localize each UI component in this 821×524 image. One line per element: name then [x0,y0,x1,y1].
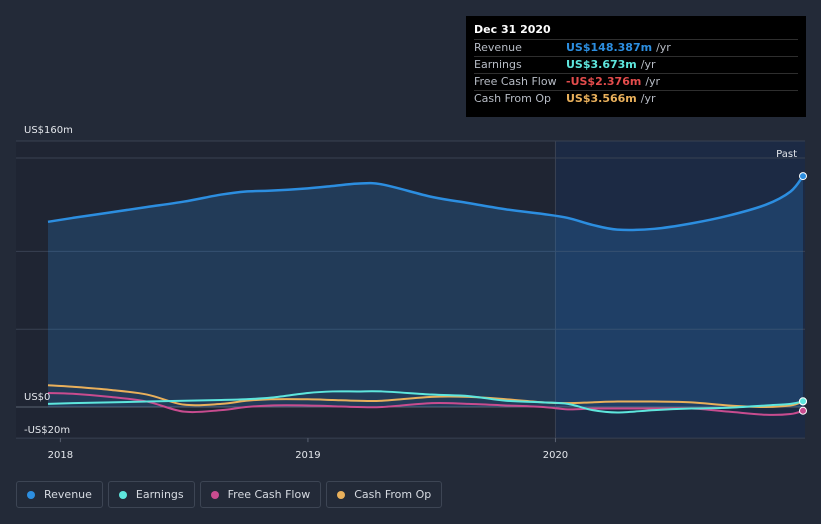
earnings-end-point [799,397,807,406]
earnings-line [47,390,804,414]
legend-item-revenue[interactable]: Revenue [16,481,103,508]
past-label: Past [776,149,797,160]
chart-area: US$160m US$0 -US$20m 2018 2019 2020 Past [16,125,807,461]
legend-dot-icon [210,490,219,499]
tooltip-label: Free Cash Flow [474,75,557,88]
legend-dot-icon [118,490,127,499]
revenue-end-point [799,172,807,181]
y-tick-label-bottom: -US$20m [24,425,70,436]
highlight-region [555,141,805,439]
legend-label: Earnings [135,488,184,501]
tooltip-value: US$3.566m [566,92,637,105]
x-tick-label: 2019 [295,450,320,461]
y-tick-label-zero: US$0 [24,392,50,403]
revenue-area [48,176,803,407]
legend-item-earnings[interactable]: Earnings [107,481,195,508]
cash-from-op-line [47,384,804,409]
legend-item-free-cash-flow[interactable]: Free Cash Flow [199,481,322,508]
tooltip-label: Earnings [474,58,522,71]
tooltip-value: -US$2.376m [566,75,642,88]
legend: Revenue Earnings Free Cash Flow Cash Fro… [16,481,443,508]
tooltip-label: Cash From Op [474,92,552,105]
legend-label: Free Cash Flow [227,488,311,501]
legend-item-cash-from-op[interactable]: Cash From Op [326,481,443,508]
legend-label: Cash From Op [354,488,432,501]
tooltip-unit: /yr [640,58,656,71]
y-tick-label-top: US$160m [24,125,73,136]
revenue-line [47,175,805,232]
tooltip-value: US$148.387m [566,41,653,54]
free-cash-flow-end-point [799,406,807,415]
tooltip-date: Dec 31 2020 [474,23,551,36]
legend-dot-icon [27,490,35,499]
tooltip-row-earnings: Earnings US$3.673m /yr [474,56,798,73]
tooltip-row-revenue: Revenue US$148.387m /yr [474,39,798,56]
legend-dot-icon [337,490,346,499]
tooltip-unit: /yr [640,92,656,105]
tooltip-row-cash-from-op: Cash From Op US$3.566m /yr [474,90,798,107]
tooltip-label: Revenue [474,41,522,54]
x-tick-label: 2020 [543,450,568,461]
tooltip-unit: /yr [656,41,671,54]
legend-label: Revenue [44,488,92,501]
x-tick-label: 2018 [48,450,73,461]
tooltip-value: US$3.673m [566,58,637,71]
tooltip-row-free-cash-flow: Free Cash Flow -US$2.376m /yr [474,73,798,90]
tooltip: Dec 31 2020 Revenue US$148.387m /yr Earn… [466,16,806,117]
tooltip-unit: /yr [645,75,661,88]
